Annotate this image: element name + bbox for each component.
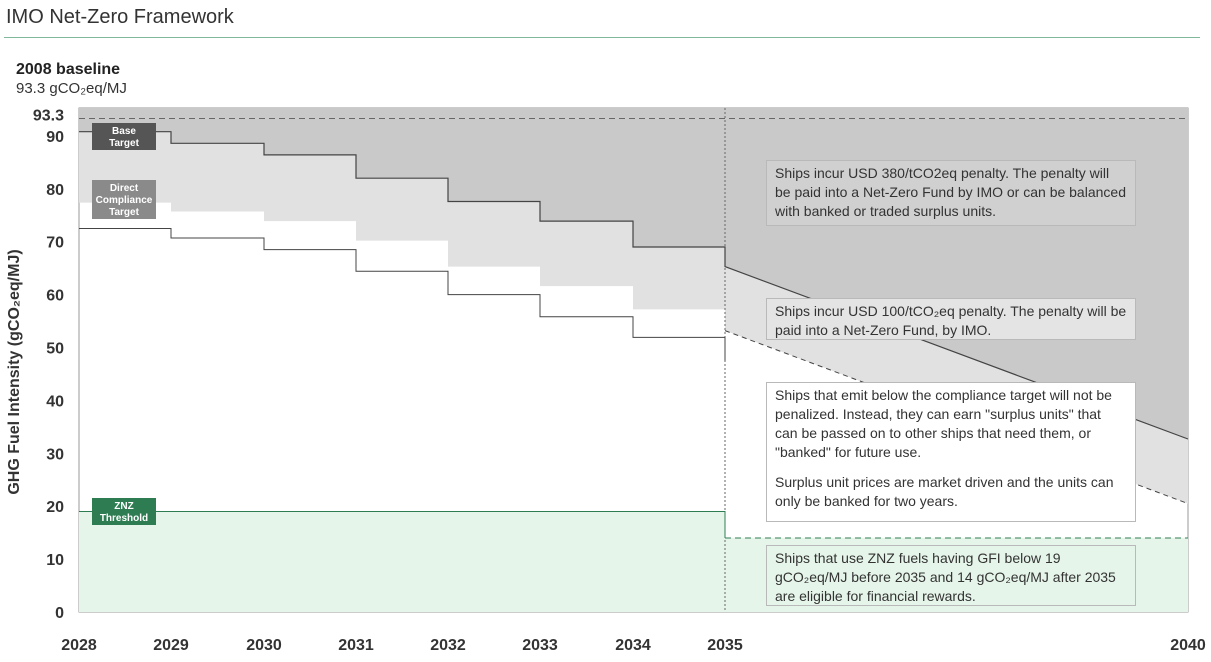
znz-threshold-line — [79, 511, 726, 538]
y-tick-label: 80 — [46, 182, 64, 199]
y-tick-label: 70 — [46, 235, 64, 252]
y-tick-label: 60 — [46, 288, 64, 305]
note-znz-rewards-text: Ships that use ZNZ fuels having GFI belo… — [775, 550, 1116, 604]
penalty-100-region — [79, 131, 1188, 504]
note-surplus-text-2: Surplus unit prices are market driven an… — [775, 474, 1114, 509]
x-tick-label: 2029 — [153, 637, 189, 654]
surplus-threshold-line — [79, 228, 726, 361]
x-tick-label: 2034 — [615, 637, 651, 654]
direct-compliance-label-text: Target — [109, 207, 139, 218]
y-tick-label: 30 — [46, 446, 64, 463]
note-penalty-380: Ships incur USD 380/tCO2eq penalty. The … — [766, 160, 1136, 226]
y-tick-label: 20 — [46, 499, 64, 516]
x-tick-label: 2030 — [246, 637, 282, 654]
znz-threshold-label-box — [92, 498, 156, 525]
y-tick-label: 90 — [46, 129, 64, 146]
y-tick-label: 50 — [46, 341, 64, 358]
note-znz-rewards: Ships that use ZNZ fuels having GFI belo… — [766, 545, 1136, 606]
title-divider — [4, 37, 1200, 38]
x-tick-label: 2032 — [430, 637, 466, 654]
direct-compliance-label-text: Compliance — [96, 195, 153, 206]
y-tick-label: 40 — [46, 393, 64, 410]
baseline-label: 2008 baseline — [16, 61, 121, 78]
y-tick-label: 0 — [55, 605, 64, 622]
x-tick-label: 2031 — [338, 637, 374, 654]
page-title: IMO Net-Zero Framework — [6, 6, 234, 28]
direct-compliance-label-box — [92, 180, 156, 219]
base-target-label-text: Base — [112, 126, 136, 137]
direct-compliance-label-text: Direct — [110, 183, 139, 194]
y-tick-label: 93.3 — [33, 107, 64, 124]
base-target-line — [79, 131, 1189, 440]
note-penalty-380-text: Ships incur USD 380/tCO2eq penalty. The … — [775, 165, 1126, 219]
note-penalty-100-text: Ships incur USD 100/tCO₂eq penalty. The … — [775, 303, 1127, 338]
above-baseline-strip — [79, 108, 1188, 119]
base-target-label-box — [92, 123, 156, 150]
note-surplus-text-1: Ships that emit below the compliance tar… — [775, 387, 1112, 460]
znz-threshold-label-text: ZNZ — [114, 501, 133, 512]
x-tick-label: 2040 — [1170, 637, 1206, 654]
y-axis-title: GHG Fuel Intensity (gCO₂eq/MJ) — [6, 249, 23, 494]
znz-threshold-label-text: Threshold — [100, 513, 148, 524]
note-surplus-units: Ships that emit below the compliance tar… — [766, 382, 1136, 522]
baseline-value: 93.3 gCO₂eq/MJ — [16, 80, 127, 97]
note-penalty-100: Ships incur USD 100/tCO₂eq penalty. The … — [766, 298, 1136, 340]
x-tick-label: 2033 — [522, 637, 558, 654]
x-tick-label: 2028 — [61, 637, 97, 654]
y-tick-label: 10 — [46, 552, 64, 569]
x-tick-label: 2035 — [707, 637, 743, 654]
base-target-label-text: Target — [109, 138, 139, 149]
